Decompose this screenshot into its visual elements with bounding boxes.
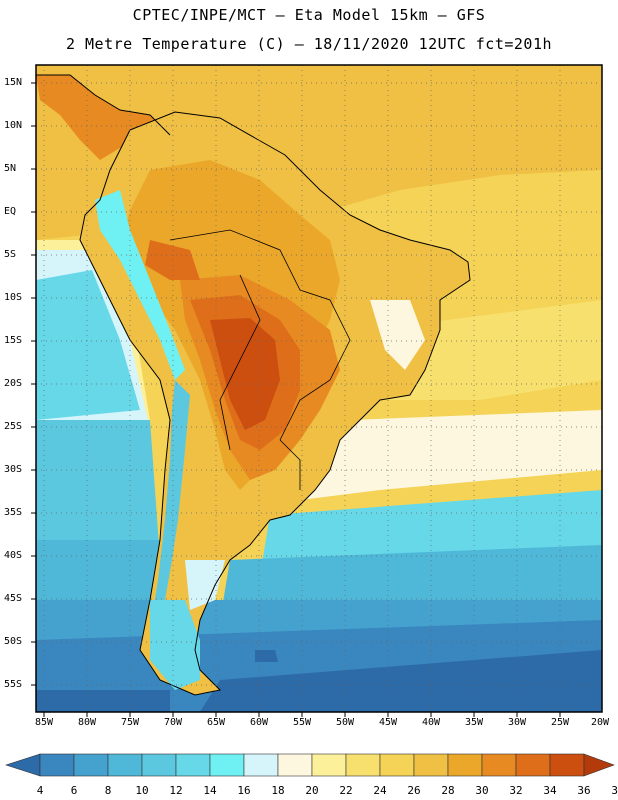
colorbar-tick-label: 34 (543, 784, 557, 797)
colorbar-tick-label: 6 (70, 784, 78, 797)
lon-label: 85W (34, 717, 54, 728)
colorbar-segment (243, 753, 279, 777)
lon-label: 55W (292, 717, 312, 728)
colorbar-segment (481, 753, 517, 777)
colorbar-tick-label: 32 (509, 784, 523, 797)
map-title-line-1: CPTEC/INPE/MCT – Eta Model 15km – GFS (132, 6, 486, 24)
ocean-band (36, 420, 160, 560)
lon-label: 35W (464, 717, 484, 728)
falklands (255, 650, 278, 662)
lon-label: 60W (249, 717, 269, 728)
lon-label: 25W (550, 717, 570, 728)
lon-label: 20W (590, 717, 610, 728)
colorbar-arrow-low (5, 753, 41, 777)
colorbar-segment (175, 753, 211, 777)
colorbar-tick-label: 38 (611, 784, 618, 797)
lat-label: 40S (4, 550, 23, 561)
lon-label: 75W (120, 717, 140, 728)
colorbar-tick-label: 22 (339, 784, 353, 797)
colorbar-segment (549, 753, 585, 777)
patagonia-cool (185, 560, 225, 610)
colorbar-segment (73, 753, 109, 777)
map-title-line-2: 2 Metre Temperature (C) – 18/11/2020 12U… (65, 35, 553, 53)
colorbar-tick-label: 26 (407, 784, 421, 797)
colorbar-segment (515, 753, 551, 777)
lat-label: 45S (4, 593, 23, 604)
colorbar-tick-label: 4 (36, 784, 44, 797)
map-frame (35, 64, 603, 713)
colorbar-tick-label: 16 (237, 784, 251, 797)
andes-cold-strip (150, 380, 190, 640)
ocean-band (200, 650, 602, 712)
lat-label: 55S (4, 679, 23, 690)
country-border (169, 229, 351, 441)
country-border (279, 439, 301, 490)
coastline (36, 74, 171, 136)
lat-label: 50S (4, 636, 23, 647)
colorbar-segment (141, 753, 177, 777)
colorbar-tick-label: 14 (203, 784, 217, 797)
colorbar-tick-label: 18 (271, 784, 285, 797)
colorbar-tick-label: 10 (135, 784, 149, 797)
colorbar-tick-label: 28 (441, 784, 455, 797)
lat-label: 5S (4, 249, 17, 260)
colorbar-segment (345, 753, 381, 777)
colorbar-tick-label: 30 (475, 784, 489, 797)
lat-label: 25S (4, 421, 23, 432)
lon-label: 50W (335, 717, 355, 728)
colorbar-tick-label: 36 (577, 784, 591, 797)
colorbar-segment (39, 753, 75, 777)
axis-ticks (31, 82, 561, 717)
patagonia-cool (150, 600, 200, 690)
colorbar-segment (311, 753, 347, 777)
lon-label: 65W (206, 717, 226, 728)
hottest-region (210, 318, 280, 430)
andes-cold-strip (95, 190, 185, 380)
lon-label: 45W (378, 717, 398, 728)
colorbar-segment (447, 753, 483, 777)
colorbar-tick-label: 20 (305, 784, 319, 797)
lat-label: 10N (4, 120, 23, 131)
colorbar-segment (413, 753, 449, 777)
lat-label: EQ (4, 206, 17, 217)
ocean-band (36, 540, 170, 612)
ocean-band (36, 270, 140, 420)
ocean-band (36, 690, 170, 712)
lat-label: 35S (4, 507, 23, 518)
colorbar (5, 753, 615, 777)
lat-label: 15N (4, 77, 23, 88)
lat-label: 10S (4, 292, 23, 303)
lon-label: 70W (163, 717, 183, 728)
map-field (36, 65, 602, 712)
lon-label: 80W (77, 717, 97, 728)
ocean-band (300, 410, 602, 500)
colorbar-tick-label: 24 (373, 784, 387, 797)
lon-label: 30W (507, 717, 527, 728)
colorbar-tick-label: 8 (104, 784, 112, 797)
colorbar-segment (209, 753, 245, 777)
colorbar-segment (277, 753, 313, 777)
colorbar-tick-label: 12 (169, 784, 183, 797)
lon-label: 40W (421, 717, 441, 728)
lat-label: 5N (4, 163, 17, 174)
colorbar-arrow-high (583, 753, 615, 777)
hot-region (145, 240, 200, 280)
colorbar-segment (379, 753, 415, 777)
lat-label: 15S (4, 335, 23, 346)
brazil-highlands (370, 300, 425, 370)
lat-label: 30S (4, 464, 23, 475)
country-border (219, 274, 261, 451)
coastline (79, 111, 471, 696)
colorbar-segment (107, 753, 143, 777)
lat-label: 20S (4, 378, 23, 389)
